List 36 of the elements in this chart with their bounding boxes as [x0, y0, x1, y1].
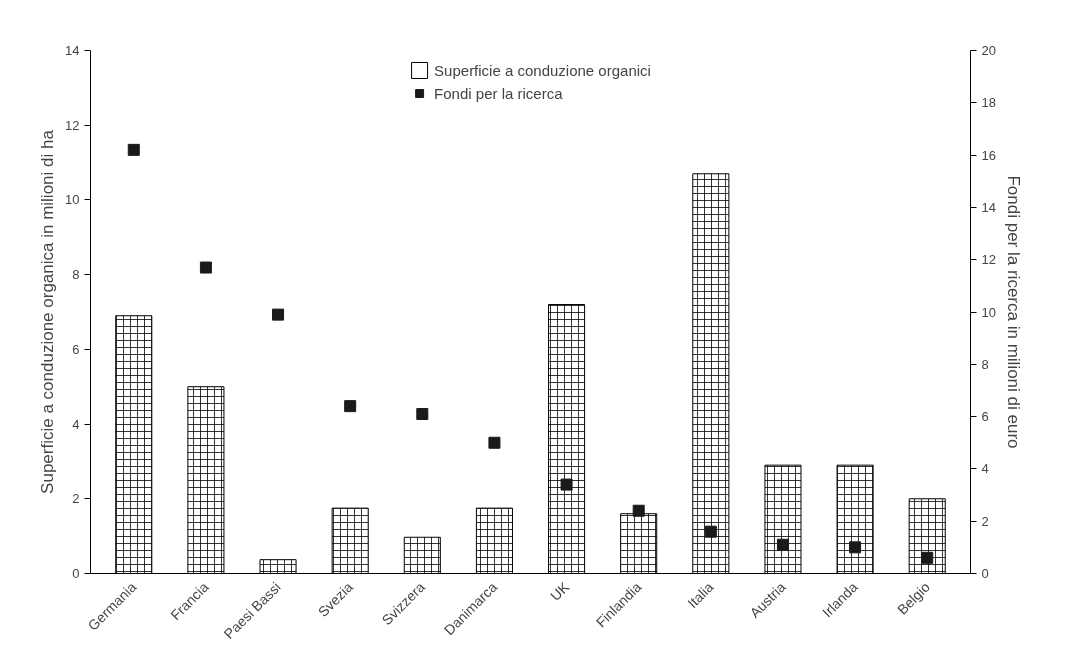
legend-label: Superficie a conduzione organici	[434, 61, 651, 79]
y2-tick-label: 10	[981, 304, 996, 320]
point	[921, 551, 934, 564]
y-tick-label: 2	[72, 491, 80, 507]
point	[344, 400, 357, 413]
point	[416, 407, 429, 420]
y-axis-title: Superficie a conduzione organica in milioni di ha	[38, 129, 58, 494]
y-tick-label: 14	[65, 43, 80, 58]
y-tick-label: 8	[72, 267, 80, 283]
y2-tick-label: 20	[981, 43, 996, 58]
y-tick-label: 10	[65, 192, 80, 208]
point	[849, 541, 862, 554]
y2-tick-label: 18	[981, 95, 996, 111]
point	[704, 525, 717, 538]
y-tick-label: 6	[72, 341, 80, 357]
y2-tick-label: 4	[981, 461, 989, 477]
point	[632, 504, 645, 517]
x-tick-label: UK	[547, 578, 573, 604]
point	[199, 261, 212, 274]
y2-tick-label: 8	[981, 356, 989, 372]
y-tick-label: 12	[65, 117, 80, 133]
point	[272, 308, 285, 321]
y2-tick-label: 2	[981, 513, 989, 529]
legend-label: Fondi per la ricerca	[434, 84, 563, 102]
y2-axis-title: Fondi per la ricerca in milioni di euro	[1003, 175, 1023, 449]
point	[776, 538, 789, 551]
y2-tick-label: 16	[981, 147, 996, 163]
point	[127, 143, 140, 156]
y-tick-label: 0	[72, 566, 80, 581]
y-tick-label: 4	[72, 416, 80, 432]
y2-tick-label: 12	[981, 252, 996, 268]
y2-tick-label: 14	[981, 199, 996, 215]
point	[560, 478, 573, 491]
point	[488, 436, 501, 449]
y2-tick-label: 0	[981, 566, 989, 581]
y2-tick-label: 6	[981, 409, 989, 425]
